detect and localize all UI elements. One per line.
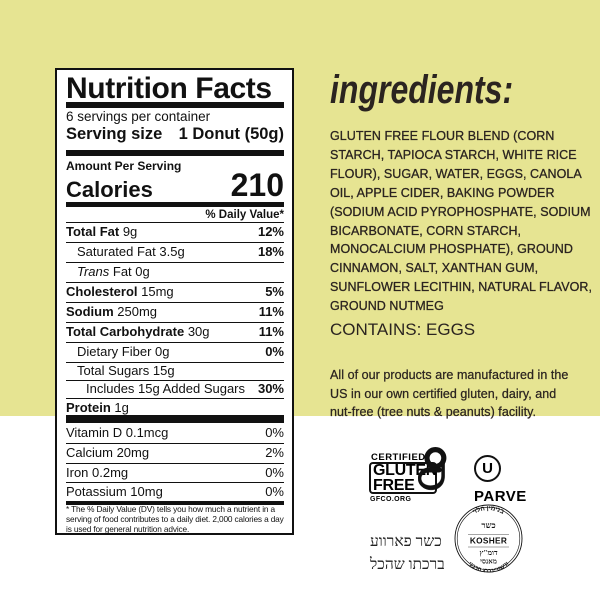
svg-text:KOSHER: KOSHER	[470, 536, 507, 546]
svg-text:בנימין הלוי: בנימין הלוי	[472, 505, 506, 516]
svg-text:מאנסי: מאנסי	[480, 558, 497, 566]
svg-text:כשר: כשר	[481, 520, 495, 530]
svg-text:דומ"ץ: דומ"ץ	[479, 548, 498, 557]
